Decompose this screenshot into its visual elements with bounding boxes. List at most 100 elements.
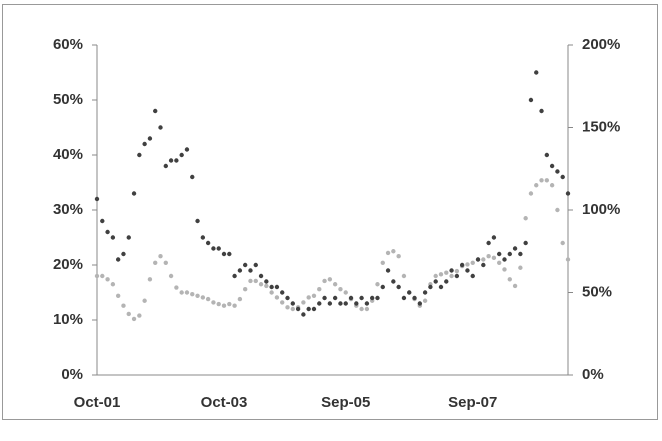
data-point [195,293,200,298]
data-point [232,273,237,279]
data-point [147,136,153,141]
data-point [121,303,126,308]
x-tick-label: Oct-03 [201,394,248,411]
data-point [253,262,258,268]
data-point [110,282,116,287]
data-point [179,152,184,158]
data-point [454,268,460,274]
data-point [422,290,428,295]
data-point [100,273,105,279]
data-point [449,268,454,273]
data-point [396,284,401,290]
y2-tick-label: 0% [582,366,604,383]
data-point [147,277,153,282]
data-point [306,306,311,312]
data-point [528,191,534,196]
data-point [317,287,322,292]
data-point [359,295,364,301]
data-point [153,260,158,265]
data-point [237,296,243,302]
data-point [523,240,528,246]
data-point [391,249,396,254]
data-point [221,303,227,308]
data-point [269,284,274,290]
data-point [94,273,100,279]
data-point [470,273,475,279]
data-point [174,158,179,163]
data-point [322,278,327,284]
data-point [121,251,126,257]
data-point [174,285,179,290]
x-tick-label: Sep-07 [448,394,497,411]
data-point [523,216,528,221]
data-point [422,298,428,303]
data-point [454,273,460,279]
data-point [481,262,486,268]
data-point [190,291,195,297]
data-point [465,268,470,273]
data-point [195,218,200,224]
chart-frame [2,4,658,420]
data-point [269,290,274,295]
data-point [264,283,269,289]
data-point [285,305,290,310]
data-point [301,300,306,305]
data-point [306,295,311,300]
data-point [502,267,507,272]
data-point [486,240,491,246]
data-point [380,260,385,265]
data-point [295,306,301,312]
data-point [264,279,269,284]
x-tick-label: Oct-01 [74,394,121,411]
data-point [491,255,497,261]
data-point [438,272,444,277]
data-point [105,229,110,235]
data-point [491,235,497,240]
data-point [433,279,438,284]
data-point [205,296,211,302]
data-point [391,279,396,284]
data-point [232,303,237,308]
data-point [327,277,333,282]
data-point [343,301,348,306]
y2-tick-label: 200% [582,36,620,53]
data-point [190,174,195,180]
data-point [385,250,391,256]
data-point [486,254,491,259]
data-point [184,290,190,295]
data-point [475,257,481,262]
data-point [528,97,534,103]
data-point [502,257,507,262]
data-point [274,295,280,300]
data-point [200,235,206,240]
data-point [317,301,322,306]
data-point [518,251,523,257]
data-point [512,246,518,251]
data-point [364,306,370,312]
data-point [179,290,184,295]
data-point [549,183,555,188]
data-point [142,141,147,147]
data-point [94,196,100,202]
data-point [163,163,168,169]
data-point [343,290,348,295]
data-point [137,152,142,158]
data-point [385,268,391,273]
data-point [380,284,385,290]
data-point [322,295,327,301]
data-point [200,295,206,300]
data-point [417,301,423,306]
data-point [248,278,253,284]
data-point [126,235,131,240]
data-point [364,301,370,306]
data-point [242,262,248,268]
data-point [465,262,470,267]
data-point [237,268,243,273]
data-point [280,290,285,295]
data-point [211,246,216,251]
y-tick-label: 10% [53,311,83,328]
data-point [497,260,502,265]
data-point [444,270,449,275]
data-point [311,306,317,312]
